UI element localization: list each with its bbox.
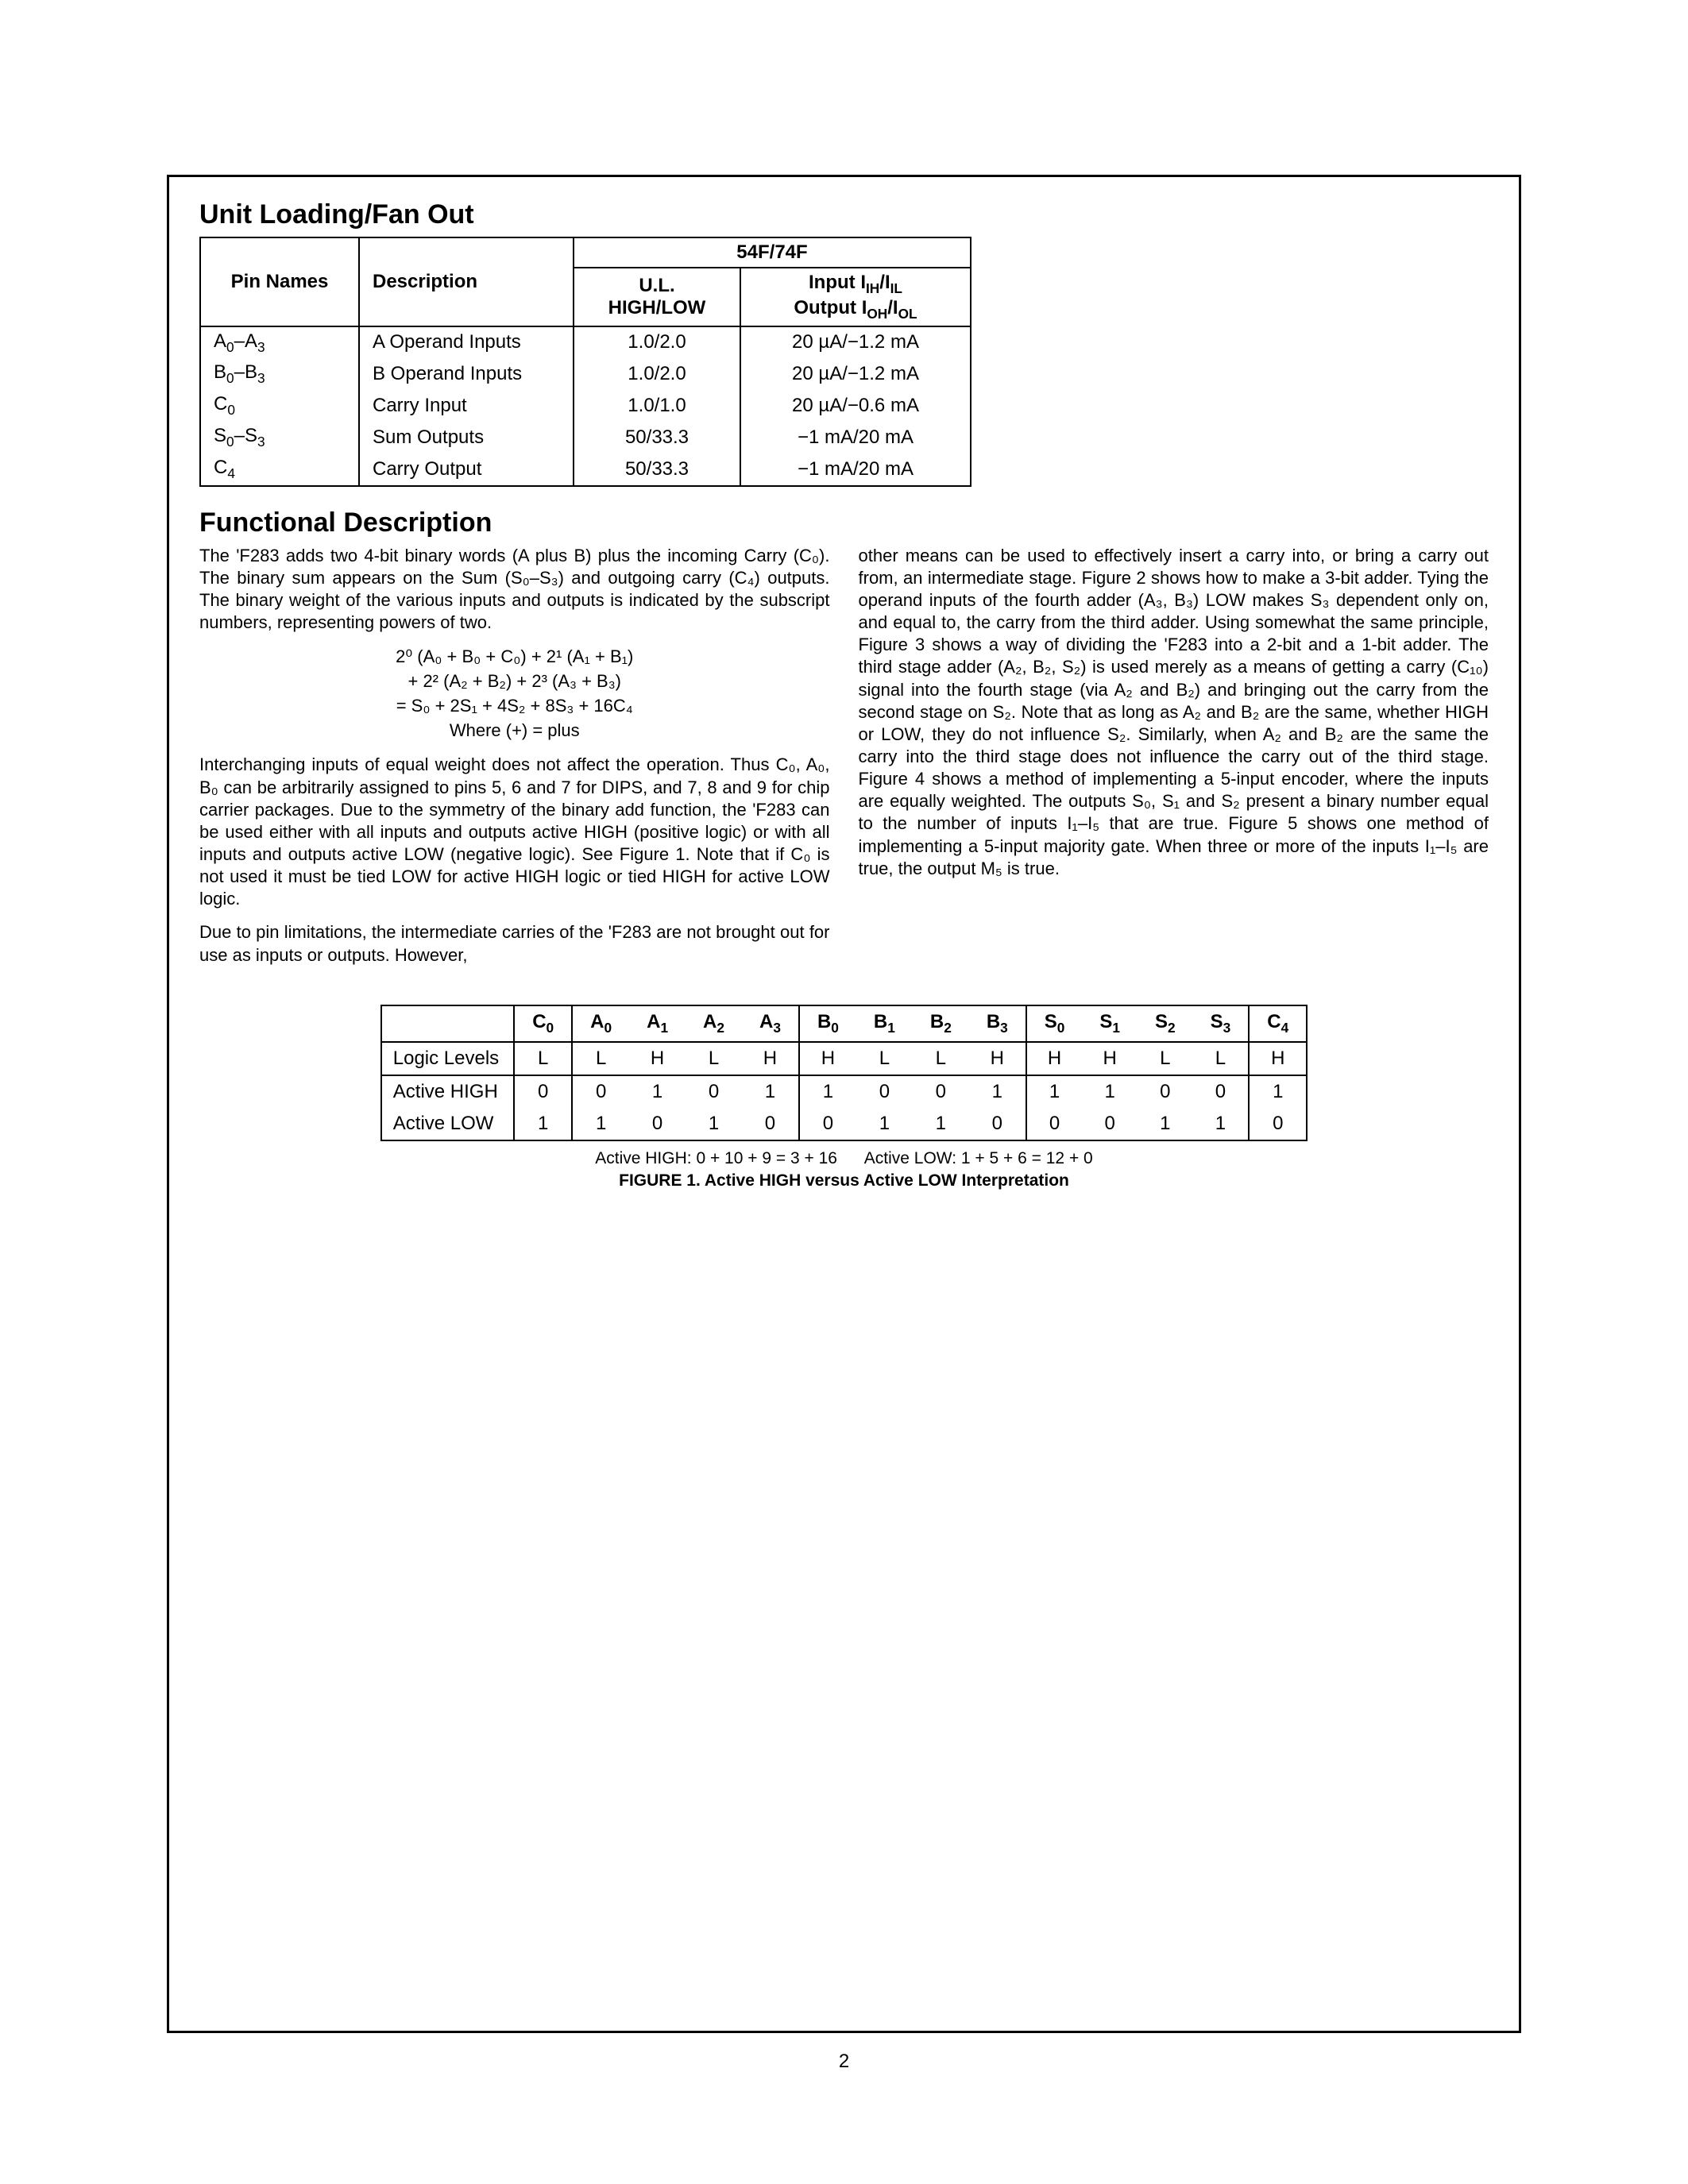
table-row: C4 Carry Output 50/33.3 −1 mA/20 mA [200,453,971,486]
paragraph: Interchanging inputs of equal weight doe… [199,754,830,910]
figure-1-title: FIGURE 1. Active HIGH versus Active LOW … [595,1171,1092,1190]
col-input-output-current: Input IIH/IIL Output IOH/IOL [740,268,971,326]
col-group-54f74f: 54F/74F [574,237,971,268]
functional-description-body: The 'F283 adds two 4-bit binary words (A… [199,545,1489,978]
pin-name-cell: A0–A3 [200,326,359,359]
page-frame: Unit Loading/Fan Out Pin Names Descripti… [167,175,1521,2033]
active-low-row: Active LOW 1 1 0 1 0 0 1 1 0 0 0 1 1 [381,1108,1307,1140]
paragraph: Due to pin limitations, the intermediate… [199,921,830,966]
table-row: A0–A3 A Operand Inputs 1.0/2.0 20 µA/−1.… [200,326,971,359]
table-row: C0 Carry Input 1.0/1.0 20 µA/−0.6 mA [200,390,971,422]
functional-description-title: Functional Description [199,507,1489,538]
logic-levels-table: C0 A0 A1 A2 A3 B0 B1 B2 B3 S0 S1 S2 S3 C… [380,1005,1308,1141]
caption-arithmetic: Active HIGH: 0 + 10 + 9 = 3 + 16 Active … [595,1149,1092,1167]
active-high-row: Active HIGH 0 0 1 0 1 1 0 0 1 1 1 0 0 [381,1075,1307,1108]
page-number: 2 [0,2051,1688,2073]
description-column-left: The 'F283 adds two 4-bit binary words (A… [199,545,830,978]
col-description: Description [359,237,574,326]
description-column-right: other means can be used to effectively i… [859,545,1489,978]
col-pin-names: Pin Names [200,237,359,326]
datasheet-page: Unit Loading/Fan Out Pin Names Descripti… [0,0,1688,2184]
table-row: S0–S3 Sum Outputs 50/33.3 −1 mA/20 mA [200,422,971,453]
unit-loading-table: Pin Names Description 54F/74F U.L. HIGH/… [199,237,971,487]
table-row: B0–B3 B Operand Inputs 1.0/2.0 20 µA/−1.… [200,358,971,390]
unit-loading-title: Unit Loading/Fan Out [199,199,1489,230]
paragraph: other means can be used to effectively i… [859,545,1489,880]
col-ul-highlow: U.L. HIGH/LOW [574,268,740,326]
logic-table-section: C0 A0 A1 A2 A3 B0 B1 B2 B3 S0 S1 S2 S3 C… [199,1005,1489,1190]
logic-header-row: C0 A0 A1 A2 A3 B0 B1 B2 B3 S0 S1 S2 S3 C… [381,1005,1307,1042]
logic-levels-row: Logic Levels L L H L H H L L H H H L L [381,1042,1307,1075]
binary-weight-equation: 2⁰ (A₀ + B₀ + C₀) + 2¹ (A₁ + B₁) + 2² (A… [199,645,830,743]
logic-table-caption: Active HIGH: 0 + 10 + 9 = 3 + 16 Active … [595,1149,1092,1190]
paragraph: The 'F283 adds two 4-bit binary words (A… [199,545,830,635]
unit-loading-rows: A0–A3 A Operand Inputs 1.0/2.0 20 µA/−1.… [200,326,971,486]
